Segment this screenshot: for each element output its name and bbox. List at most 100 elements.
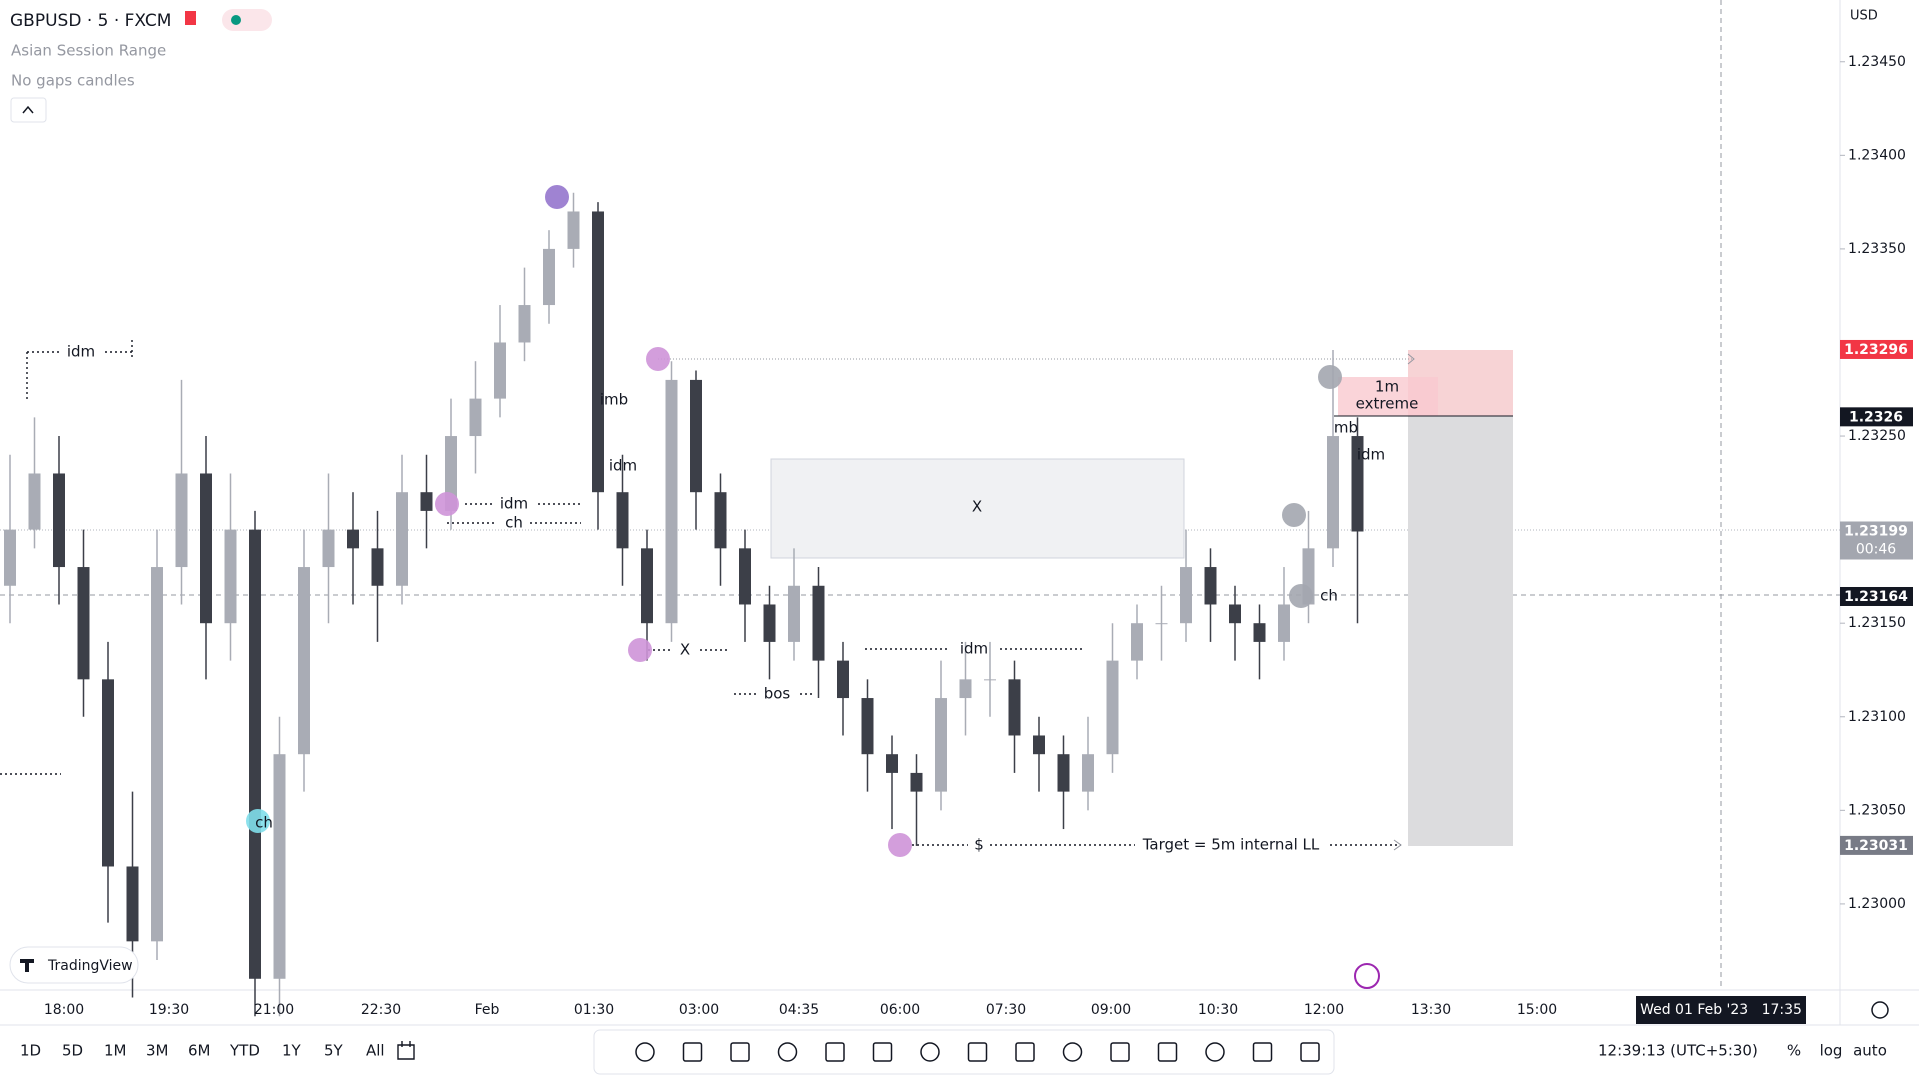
annotation: idm [609, 457, 637, 475]
candle-body [959, 679, 972, 699]
candle-body [1131, 623, 1143, 661]
x-tick-label: 03:00 [679, 1002, 719, 1018]
range-button[interactable]: 5D [62, 1042, 83, 1060]
settings-icon[interactable] [1871, 1001, 1889, 1019]
x-tick-label: 10:30 [1198, 1002, 1238, 1018]
candle-body [322, 529, 335, 568]
tool-icon[interactable] [872, 1042, 893, 1062]
range-button[interactable]: YTD [229, 1042, 260, 1060]
clock[interactable]: 12:39:13 (UTC+5:30) [1598, 1042, 1758, 1060]
compare-icon[interactable] [397, 1041, 415, 1060]
tool-icon[interactable] [967, 1042, 988, 1062]
y-tick-label: 1.23100 [1848, 709, 1906, 725]
x-tick-label: 12:00 [1304, 1002, 1344, 1018]
tool-icon[interactable] [635, 1042, 655, 1062]
logo-icon [20, 959, 34, 972]
x-tick-label: 15:00 [1517, 1002, 1557, 1018]
drawing-toolbar [593, 1029, 1335, 1075]
tool-icon[interactable] [920, 1042, 940, 1062]
tool-icon[interactable] [1062, 1042, 1083, 1062]
candle-body [1180, 567, 1192, 624]
swing-marker [628, 638, 652, 662]
currency-label[interactable]: USD [1850, 9, 1878, 24]
range-button[interactable]: 1Y [282, 1042, 302, 1060]
tool-icon[interactable] [1015, 1042, 1035, 1062]
candle-body [739, 548, 751, 605]
swing-marker [246, 809, 270, 833]
range-button[interactable]: 5Y [324, 1042, 344, 1060]
candles [4, 192, 1364, 1017]
swing-marker [888, 833, 912, 857]
candle-body [28, 473, 41, 530]
candle-body [77, 567, 90, 680]
event-icon[interactable] [1354, 963, 1380, 989]
price-tag [1840, 586, 1913, 606]
flag-icon [185, 11, 196, 25]
price-tag [1840, 835, 1913, 855]
candle-body [886, 754, 898, 773]
candle-body [4, 529, 16, 586]
price-tag-label: 1.23199 [1844, 523, 1908, 539]
target-zone [1408, 416, 1513, 846]
tool-icon[interactable] [1205, 1042, 1225, 1062]
tool-icon[interactable] [1110, 1042, 1130, 1062]
x-tick-label: 19:30 [149, 1002, 189, 1018]
annotation: X [972, 498, 982, 516]
tool-icon[interactable] [682, 1042, 703, 1062]
range-button[interactable]: 1M [104, 1042, 127, 1060]
range-button[interactable]: 3M [146, 1042, 169, 1060]
tool-icon[interactable] [730, 1042, 750, 1062]
candle-body [984, 679, 996, 681]
candle-body [837, 660, 849, 699]
swing-marker [435, 492, 459, 516]
swing-marker [1318, 365, 1342, 389]
candle-body [420, 492, 433, 511]
swing-marker [1282, 503, 1306, 527]
range-button[interactable]: All [366, 1042, 385, 1060]
candle-body [935, 698, 947, 792]
cursor-time-bg [1636, 996, 1806, 1024]
scale-toggle[interactable]: % [1787, 1042, 1801, 1060]
price-tag [1840, 407, 1913, 427]
y-tick-label: 1.23050 [1848, 802, 1906, 818]
tool-icon[interactable] [825, 1042, 845, 1062]
candle-body [812, 585, 825, 661]
candle-body [1106, 660, 1119, 755]
price-tag [1840, 339, 1913, 359]
tool-icon[interactable] [1300, 1042, 1320, 1062]
scale-toggle[interactable]: auto [1853, 1042, 1887, 1060]
collapse-button[interactable] [10, 97, 47, 123]
annotation: extreme [1356, 395, 1419, 413]
swing-marker [646, 347, 670, 371]
price-tag-countdown: 00:46 [1856, 541, 1896, 557]
candle-body [102, 679, 114, 867]
tool-icon[interactable] [1252, 1042, 1273, 1062]
annotation: $ [974, 836, 984, 854]
swing-marker [545, 185, 569, 209]
candle-body [714, 492, 727, 549]
tool-icon[interactable] [777, 1042, 798, 1062]
status-dot [231, 15, 241, 25]
candle-body [1057, 754, 1070, 792]
candle-body [910, 772, 923, 792]
price-tag-label: 1.23031 [1844, 838, 1908, 854]
indicator-label[interactable]: Asian Session Range [11, 42, 166, 60]
candle-body [494, 342, 506, 399]
scale-toggle[interactable]: log [1820, 1042, 1843, 1060]
tool-icon[interactable] [1157, 1042, 1178, 1062]
symbol-title: GBPUSD · 5 · FXCM [10, 11, 171, 31]
range-button[interactable]: 6M [188, 1042, 211, 1060]
candle-body [616, 492, 629, 549]
status-pill [222, 9, 272, 31]
indicator-label[interactable]: No gaps candles [11, 72, 135, 90]
candle-body [861, 698, 874, 755]
candle-body [249, 529, 261, 979]
price-tag-label: 1.23296 [1844, 342, 1908, 358]
annotation: idm [1357, 446, 1385, 464]
drawing-tools [635, 1042, 1320, 1062]
range-button[interactable]: 1D [20, 1042, 41, 1060]
candle-body [224, 529, 237, 624]
logo[interactable]: TradingView [47, 958, 133, 974]
